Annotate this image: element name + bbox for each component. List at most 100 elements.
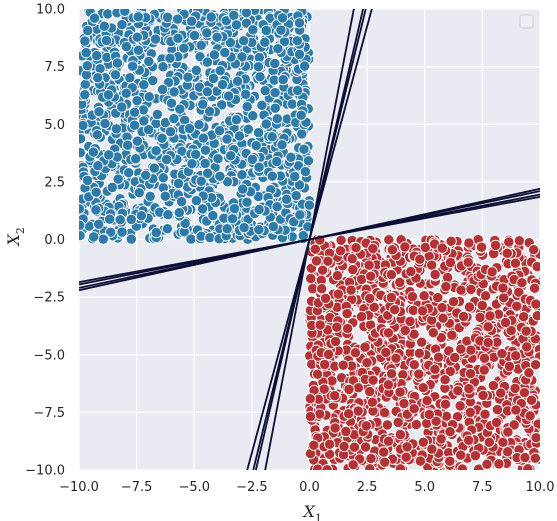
data-point bbox=[462, 256, 474, 268]
decision-lines bbox=[79, 9, 540, 470]
data-point bbox=[174, 103, 186, 115]
data-point bbox=[228, 202, 241, 215]
data-point bbox=[322, 255, 334, 267]
data-point bbox=[414, 455, 427, 467]
data-point bbox=[93, 106, 105, 118]
data-point bbox=[528, 282, 540, 294]
data-point bbox=[150, 145, 162, 157]
data-point bbox=[503, 236, 515, 248]
data-point bbox=[99, 117, 111, 130]
data-point bbox=[435, 433, 447, 445]
data-point bbox=[499, 316, 512, 329]
data-point bbox=[289, 170, 301, 183]
data-point bbox=[241, 196, 253, 208]
data-point bbox=[111, 57, 124, 69]
data-point bbox=[304, 393, 316, 405]
data-point bbox=[529, 359, 540, 371]
data-point bbox=[188, 29, 201, 42]
data-point bbox=[175, 195, 188, 208]
data-point bbox=[126, 60, 139, 72]
data-point bbox=[446, 329, 458, 341]
data-point bbox=[171, 13, 184, 25]
data-point bbox=[399, 324, 411, 337]
data-point bbox=[230, 114, 243, 126]
data-point bbox=[522, 463, 534, 470]
x-tick-label: 5.0 bbox=[414, 480, 435, 495]
data-point bbox=[432, 351, 445, 363]
data-point bbox=[247, 110, 259, 122]
data-point bbox=[319, 292, 332, 305]
data-point bbox=[389, 304, 401, 316]
data-point bbox=[454, 400, 466, 412]
data-point bbox=[202, 167, 214, 179]
data-point bbox=[510, 350, 522, 362]
data-point bbox=[457, 310, 470, 323]
data-point bbox=[275, 24, 287, 36]
data-point bbox=[380, 346, 392, 359]
data-point bbox=[79, 147, 86, 159]
data-point bbox=[486, 266, 498, 278]
data-point bbox=[150, 226, 162, 239]
data-point bbox=[408, 403, 420, 415]
data-point bbox=[259, 84, 271, 97]
data-point bbox=[256, 99, 268, 111]
data-point bbox=[479, 290, 492, 302]
data-point bbox=[465, 283, 477, 296]
data-point bbox=[348, 441, 361, 453]
data-point bbox=[199, 157, 211, 170]
data-point bbox=[383, 234, 395, 246]
data-point bbox=[269, 86, 281, 99]
data-point bbox=[272, 43, 284, 55]
data-point bbox=[436, 242, 448, 254]
data-point bbox=[131, 135, 144, 147]
data-point bbox=[322, 348, 335, 361]
data-point bbox=[303, 199, 316, 211]
data-point bbox=[349, 347, 362, 359]
data-point bbox=[221, 223, 233, 235]
data-point bbox=[238, 35, 250, 47]
data-point bbox=[97, 233, 109, 245]
data-point bbox=[478, 352, 491, 364]
data-point bbox=[203, 105, 216, 118]
data-point bbox=[482, 336, 494, 349]
data-point bbox=[128, 119, 141, 131]
data-point bbox=[516, 277, 528, 289]
data-point bbox=[503, 360, 516, 373]
data-point bbox=[286, 98, 298, 110]
data-point bbox=[260, 24, 272, 37]
x-tick-label: −7.5 bbox=[121, 480, 153, 495]
x-tick-label: 2.5 bbox=[357, 480, 378, 495]
data-point bbox=[208, 49, 221, 61]
y-tick-label: −5.0 bbox=[33, 348, 65, 363]
data-point bbox=[513, 235, 526, 247]
x-axis-label: X1 bbox=[302, 502, 322, 521]
data-point bbox=[346, 253, 358, 265]
data-point bbox=[367, 242, 379, 255]
data-point bbox=[361, 357, 373, 369]
data-point bbox=[133, 187, 145, 199]
data-point bbox=[205, 11, 217, 23]
data-point bbox=[436, 301, 448, 314]
data-point bbox=[79, 133, 87, 145]
data-point bbox=[164, 126, 177, 138]
data-point bbox=[120, 40, 133, 53]
data-point bbox=[474, 311, 486, 324]
series-1 bbox=[79, 9, 316, 245]
data-point bbox=[266, 170, 278, 182]
data-point bbox=[360, 420, 372, 432]
data-point bbox=[312, 463, 324, 470]
data-point bbox=[119, 9, 131, 17]
data-point bbox=[497, 436, 509, 448]
data-point bbox=[237, 183, 249, 195]
separator-line-8 bbox=[264, 9, 355, 470]
data-point bbox=[416, 336, 428, 348]
data-point bbox=[363, 259, 375, 271]
data-point bbox=[497, 282, 509, 294]
data-point bbox=[211, 31, 223, 43]
data-point bbox=[295, 109, 307, 121]
data-point bbox=[125, 213, 137, 226]
data-point bbox=[116, 226, 128, 238]
data-point bbox=[343, 383, 355, 396]
data-point bbox=[364, 463, 376, 470]
data-point bbox=[143, 55, 155, 68]
